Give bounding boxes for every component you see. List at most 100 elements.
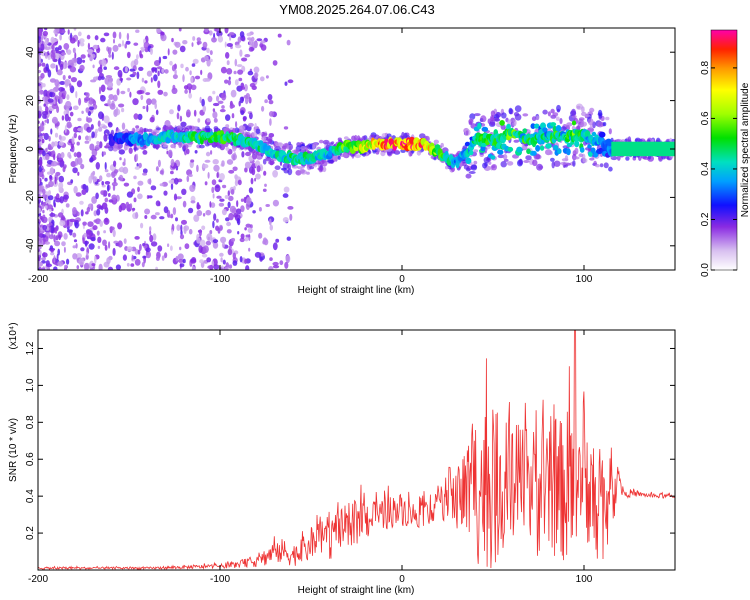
noise-blob [173,193,178,201]
noise-blob [82,183,87,190]
halo-blob [416,150,422,156]
noise-blob [42,30,48,37]
noise-blob [97,66,103,74]
noise-blob [180,63,184,69]
noise-blob [213,118,218,123]
noise-blob [70,77,77,83]
noise-blob [169,109,174,115]
halo-blob [162,125,169,130]
noise-blob [88,243,95,250]
noise-blob [86,117,93,123]
noise-blob [47,143,52,150]
noise-blob [77,117,82,122]
noise-blob [107,193,111,197]
noise-blob [228,264,233,269]
noise-blob [260,76,265,82]
noise-blob [122,254,127,261]
noise-blob [247,122,254,127]
noise-blob [78,257,85,266]
noise-blob [213,164,220,172]
noise-blob [241,57,248,62]
noise-blob [47,55,51,60]
noise-blob [183,85,189,90]
colorbar-label: Normalized spectral amplitude [740,82,750,217]
noise-blob [240,82,245,88]
noise-blob [86,34,91,40]
noise-blob [254,72,258,79]
noise-blob [57,260,64,267]
noise-blob [80,163,85,170]
noise-blob [268,111,275,117]
noise-blob [230,188,235,195]
noise-blob [104,197,109,203]
noise-blob [265,204,271,207]
noise-blob [140,222,144,229]
noise-blob [128,147,133,154]
noise-blob [81,189,87,195]
noise-blob [38,62,42,67]
halo-blob [275,142,282,147]
noise-blob [196,164,199,173]
noise-blob [59,34,62,41]
noise-blob [279,260,284,266]
noise-blob [155,109,159,116]
noise-blob [76,151,82,158]
noise-blob [84,240,88,247]
halo-blob [318,139,324,144]
noise-blob [239,31,245,38]
noise-blob [194,75,201,80]
noise-blob [125,40,131,45]
noise-blob [48,190,51,196]
noise-blob [212,102,220,107]
halo-blob [513,112,520,117]
noise-blob [286,39,291,46]
noise-blob [207,72,213,80]
noise-blob [54,228,58,234]
noise-blob [245,151,251,157]
noise-blob [135,153,139,162]
halo-blob [518,158,523,166]
halo-blob [337,137,342,141]
noise-blob [282,193,289,198]
halo-blob [490,119,496,126]
ridge-mark [539,145,545,151]
noise-blob [172,74,178,80]
halo-blob [490,116,495,121]
noise-blob [73,126,79,133]
noise-blob [171,87,178,95]
noise-blob [146,98,152,106]
noise-blob [251,41,258,49]
noise-blob [150,214,157,220]
halo-blob [571,108,576,116]
noise-blob [193,109,197,117]
noise-blob [72,232,77,238]
noise-blob [235,44,242,49]
noise-blob [53,49,56,54]
halo-blob [297,166,303,170]
noise-blob [149,116,155,123]
noise-blob [218,202,225,207]
noise-blob [225,114,231,121]
noise-blob [41,257,46,261]
noise-blob [150,77,153,83]
noise-blob [72,167,78,174]
halo-blob [185,125,193,130]
noise-blob [42,188,46,195]
halo-blob [522,113,529,117]
noise-blob [289,213,293,221]
noise-blob [40,267,46,270]
halo-blob [286,144,294,151]
noise-blob [244,237,249,242]
halo-blob [500,161,507,168]
noise-blob [89,157,94,163]
noise-blob [179,263,185,268]
noise-blob [269,257,273,261]
noise-blob [55,50,60,54]
noise-blob [227,248,233,256]
noise-blob [42,132,45,136]
ridge-mark [465,157,472,165]
noise-blob [221,242,226,248]
noise-blob [177,104,181,112]
noise-blob [188,207,194,214]
halo-blob [490,110,495,117]
